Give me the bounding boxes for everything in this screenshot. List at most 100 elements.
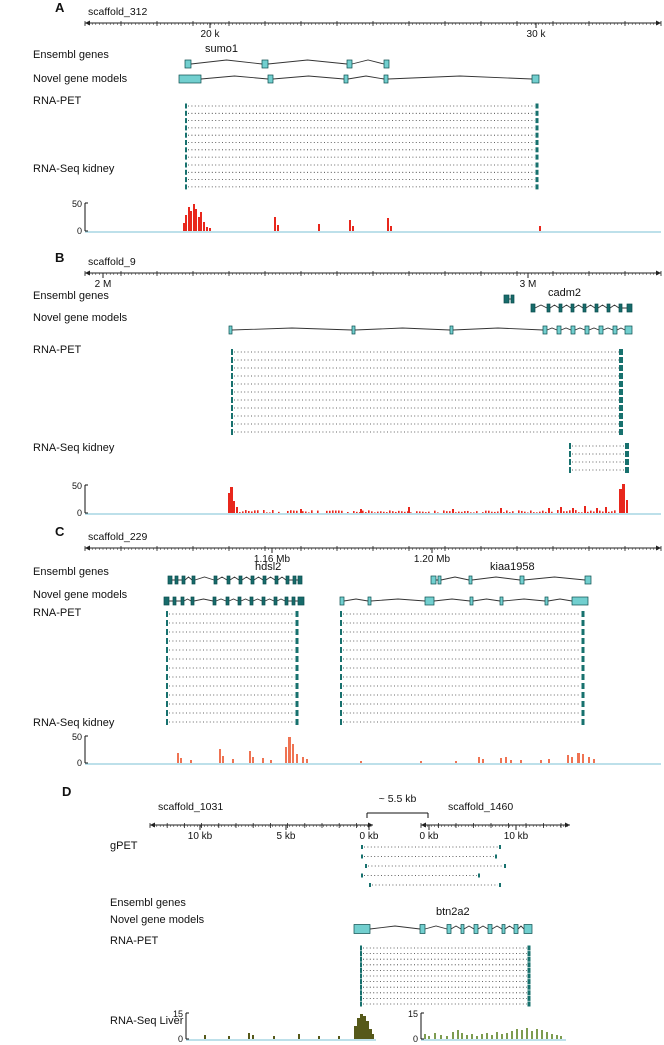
coverage-bar — [539, 226, 541, 231]
coverage-bar — [252, 1035, 254, 1039]
pet-tag-left — [185, 103, 187, 109]
coverage-noise-bar — [428, 511, 430, 513]
coverage-noise-bar — [359, 512, 361, 513]
gene-model: cadm2 — [530, 287, 633, 313]
pet-tag-left — [231, 381, 233, 387]
coverage-bar — [505, 757, 507, 763]
coverage-bar — [352, 226, 354, 231]
pet-tag-right — [295, 638, 299, 644]
pet-tag-right — [295, 629, 299, 635]
pet-tag-right — [535, 132, 539, 138]
track-label: Ensembl genes — [33, 49, 109, 61]
coverage-bar — [584, 506, 586, 513]
coverage-noise-bar — [293, 510, 295, 513]
pet-block — [340, 611, 585, 707]
exon — [430, 575, 437, 585]
exon — [353, 924, 371, 934]
exon — [167, 575, 173, 585]
coverage-noise-bar — [509, 512, 511, 513]
coverage-noise-bar — [551, 511, 553, 513]
coverage-noise-bar — [383, 511, 385, 513]
coverage-noise-bar — [311, 510, 313, 513]
exon — [570, 325, 576, 335]
pet-tag-left — [360, 995, 362, 1001]
coverage-noise-bar — [473, 512, 475, 513]
panel-label-B: B — [55, 250, 64, 265]
pet-tag-right — [535, 110, 539, 116]
coverage-noise-bar — [527, 512, 529, 513]
exon — [531, 74, 540, 84]
scaffold-name: scaffold_312 — [88, 6, 148, 18]
pet-tag-left — [360, 967, 362, 973]
coverage-bar — [626, 500, 628, 513]
track-label: Ensembl genes — [110, 897, 186, 909]
scale-label: 10 kb — [188, 831, 213, 842]
pet-tag-right — [478, 873, 480, 878]
coverage-bar — [206, 227, 208, 231]
coverage-noise-bar — [443, 510, 445, 513]
exon — [606, 303, 611, 313]
coverage-bar — [209, 228, 211, 231]
coverage-noise-bar — [395, 511, 397, 513]
exon — [523, 924, 533, 934]
panel-D: D 10 kb 5 kb 0 kb 0 kb 10 kb scaffold_1031 scaf… — [62, 784, 570, 1044]
exon — [546, 303, 551, 313]
coverage-bar — [560, 1036, 562, 1039]
scale-label: 2 M — [95, 279, 112, 290]
intron-line — [190, 59, 385, 65]
pet-tag-right — [619, 421, 623, 427]
coverage-bar — [357, 1018, 360, 1039]
track-label: Novel gene models — [110, 914, 205, 926]
coverage-noise-bar — [611, 511, 613, 513]
coverage-noise-bar — [449, 511, 451, 513]
exon — [237, 596, 242, 606]
pet-tag-left — [185, 110, 187, 116]
coverage-bar — [277, 225, 279, 231]
pet-tag-right — [295, 647, 299, 653]
pet-tag-right — [581, 683, 585, 689]
pet-tag-left — [340, 656, 342, 662]
pet-tag-left — [231, 397, 233, 403]
coverage-bar — [387, 218, 389, 231]
coverage-noise-bar — [338, 510, 340, 513]
coverage-bar — [486, 1033, 488, 1039]
pet-tag-left — [185, 118, 187, 124]
coverage-noise-bar — [581, 512, 583, 513]
exon — [598, 325, 604, 335]
coverage-noise-bar — [557, 510, 559, 513]
coverage-bar — [285, 747, 287, 763]
pet-tag-left — [185, 169, 187, 175]
pet-block — [166, 611, 299, 707]
exon — [178, 74, 202, 84]
pet-tag-left — [185, 162, 187, 168]
pet-tag-right — [619, 357, 623, 363]
ruler: 10 kb 5 kb 0 kb — [149, 822, 379, 842]
track-label: RNA-PET — [33, 95, 82, 107]
pet-tag-right — [625, 459, 629, 465]
pet-tag-right — [527, 1001, 531, 1007]
coverage-bar — [457, 1030, 459, 1039]
exon — [594, 303, 599, 313]
pet-tag-right — [625, 451, 629, 457]
scaffold-label: scaffold_1031 — [158, 801, 223, 813]
pet-tag-right — [625, 467, 629, 473]
pet-tag-right — [619, 429, 623, 435]
pet-tag-right — [581, 611, 585, 617]
exon — [383, 74, 389, 84]
gene-model — [178, 74, 540, 84]
pet-tag-right — [535, 125, 539, 131]
pet-block — [166, 710, 299, 725]
axis-zero-label: 0 — [77, 508, 82, 518]
pet-tag-right — [527, 962, 531, 968]
ruler: scaffold_312 20 k 30 k — [84, 6, 662, 40]
exon — [163, 596, 170, 606]
pet-tag-left — [361, 854, 363, 859]
exon — [460, 924, 465, 934]
pet-tag-right — [581, 719, 585, 725]
exon — [174, 575, 179, 585]
coverage-bar — [511, 1031, 513, 1039]
coverage-noise-bar — [374, 512, 376, 513]
exon — [584, 325, 590, 335]
coverage-bar — [420, 761, 422, 763]
coverage-track: 15 0 — [173, 1009, 376, 1044]
